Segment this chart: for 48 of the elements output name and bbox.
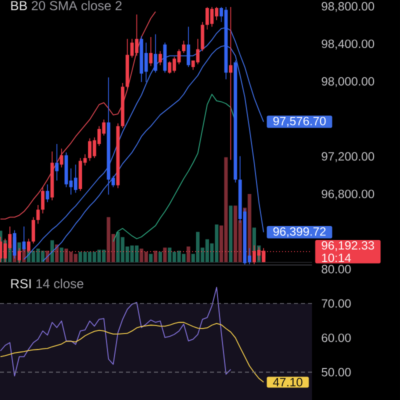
y-tick-label: 70.00 <box>322 299 351 308</box>
candlestick <box>126 38 130 90</box>
bar <box>60 248 64 262</box>
candlestick <box>200 22 204 52</box>
bar <box>228 206 233 262</box>
candlestick <box>41 186 44 214</box>
bar <box>186 246 190 262</box>
ref-line-label: 96,192.33 <box>322 241 374 252</box>
y-tick-label: 98,400.00 <box>322 40 374 50</box>
candlestick <box>158 50 162 66</box>
candlestick <box>229 7 232 160</box>
candlestick <box>182 40 186 54</box>
candlestick <box>154 34 158 74</box>
data-label: 96,399.72 <box>273 227 326 238</box>
candlestick <box>50 151 54 201</box>
candlestick <box>116 122 120 188</box>
bar <box>158 252 162 262</box>
y-tick-label: 50.00 <box>322 368 351 376</box>
y-tick-label: 98,000.00 <box>322 77 374 88</box>
y-tick-label: 97,200.00 <box>322 152 374 162</box>
candlestick <box>55 144 59 181</box>
chart-title: BB <box>11 1 27 10</box>
candlestick <box>32 216 36 244</box>
candlestick <box>234 60 238 183</box>
bar <box>144 252 148 262</box>
text: RSI <box>11 279 31 288</box>
bar <box>149 254 153 262</box>
data-label: 97,576.70 <box>273 116 326 127</box>
candlestick <box>36 204 40 224</box>
candlestick <box>163 42 167 74</box>
text: 10:14 <box>322 254 351 262</box>
candlestick <box>78 158 82 192</box>
bar <box>116 232 120 262</box>
bar <box>154 250 158 262</box>
y-tick-label: 98,800.00 <box>322 2 374 12</box>
y-tick-label: 60.00 <box>322 334 351 342</box>
y-tick-label: 96,800.00 <box>322 190 374 200</box>
text: 14 close <box>36 278 84 288</box>
line-series <box>0 286 232 376</box>
chart-subtitle: 20 SMA close 2 <box>32 0 122 10</box>
candlestick <box>120 82 124 128</box>
candlestick <box>74 164 78 194</box>
line-series <box>0 11 156 220</box>
candlestick <box>149 36 153 67</box>
bar <box>163 248 167 262</box>
candlestick <box>60 148 64 168</box>
y-tick-label: 80.00 <box>322 264 351 274</box>
data-label: 47.10 <box>273 378 302 386</box>
